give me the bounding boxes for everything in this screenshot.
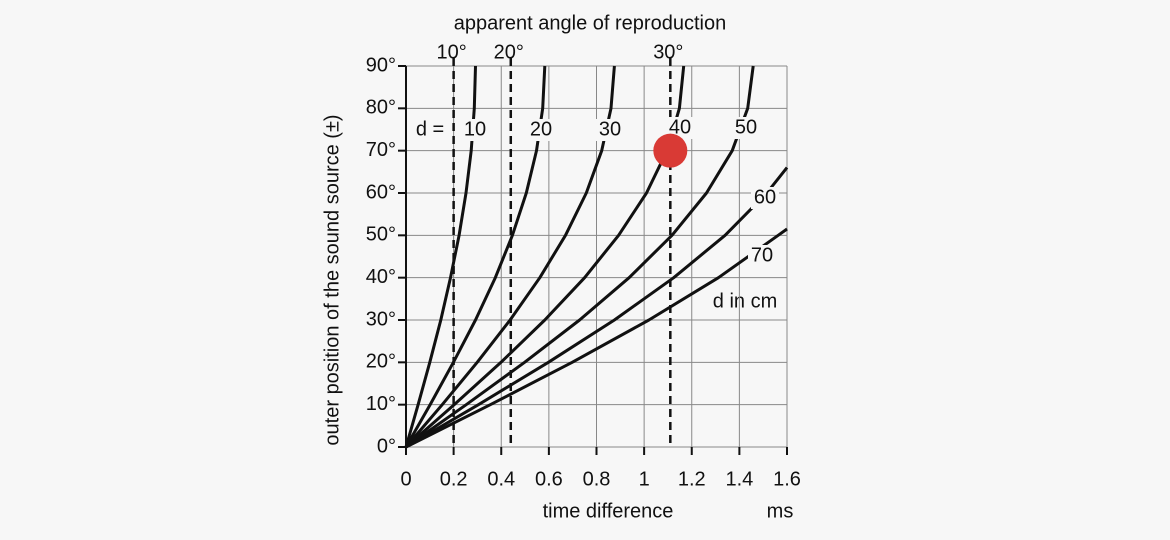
- y-tick-label: 40°: [366, 266, 396, 288]
- highlight-marker: [653, 133, 688, 168]
- x-tick-label: 1.4: [725, 468, 753, 490]
- curve-label: 70: [751, 244, 773, 266]
- x-tick-label: 0.6: [535, 468, 563, 490]
- x-tick-label: 1: [639, 468, 650, 490]
- curve-label: 30: [599, 118, 621, 140]
- y-tick-label: 20°: [366, 351, 396, 373]
- curve-label-bg: [527, 119, 555, 141]
- x-tick-label: 0.8: [583, 468, 611, 490]
- y-tick-label: 60°: [366, 181, 396, 203]
- curve-label-bg: [732, 117, 760, 139]
- y-tick-label: 10°: [366, 393, 396, 415]
- curve-label: 20: [530, 118, 552, 140]
- y-tick-label: 30°: [366, 308, 396, 330]
- x-axis-unit: ms: [767, 500, 794, 522]
- y-tick-label: 70°: [366, 139, 396, 161]
- x-tick-label: 0.2: [440, 468, 468, 490]
- x-tick-label: 1.6: [773, 468, 801, 490]
- d-prefix: d =: [416, 118, 444, 140]
- curve-label-bg: [461, 119, 489, 141]
- y-tick-label: 90°: [366, 54, 396, 76]
- reference-label: 10°: [437, 41, 467, 63]
- reference-label: 30°: [653, 41, 683, 63]
- curve-label-bg: [596, 119, 624, 141]
- y-tick-label: 80°: [366, 97, 396, 119]
- curve-label: 60: [754, 186, 776, 208]
- curve-label-bg: [751, 187, 779, 209]
- curve-label-bg: [748, 245, 776, 267]
- units-note: d in cm: [713, 290, 777, 312]
- curve-label: 40: [669, 116, 691, 138]
- y-tick-label: 50°: [366, 224, 396, 246]
- chart-title: apparent angle of reproduction: [454, 12, 726, 34]
- y-axis-label: outer position of the sound source (±): [321, 114, 343, 445]
- x-axis-label: time difference: [543, 500, 674, 522]
- x-tick-label: 1.2: [678, 468, 706, 490]
- x-tick-label: 0.4: [487, 468, 515, 490]
- curve-label: 50: [735, 116, 757, 138]
- reference-label: 20°: [494, 41, 524, 63]
- x-tick-label: 0: [400, 468, 411, 490]
- y-tick-label: 0°: [377, 435, 396, 457]
- curve-label-bg: [666, 117, 694, 139]
- curve: [405, 227, 788, 449]
- curve-label: 10: [464, 118, 486, 140]
